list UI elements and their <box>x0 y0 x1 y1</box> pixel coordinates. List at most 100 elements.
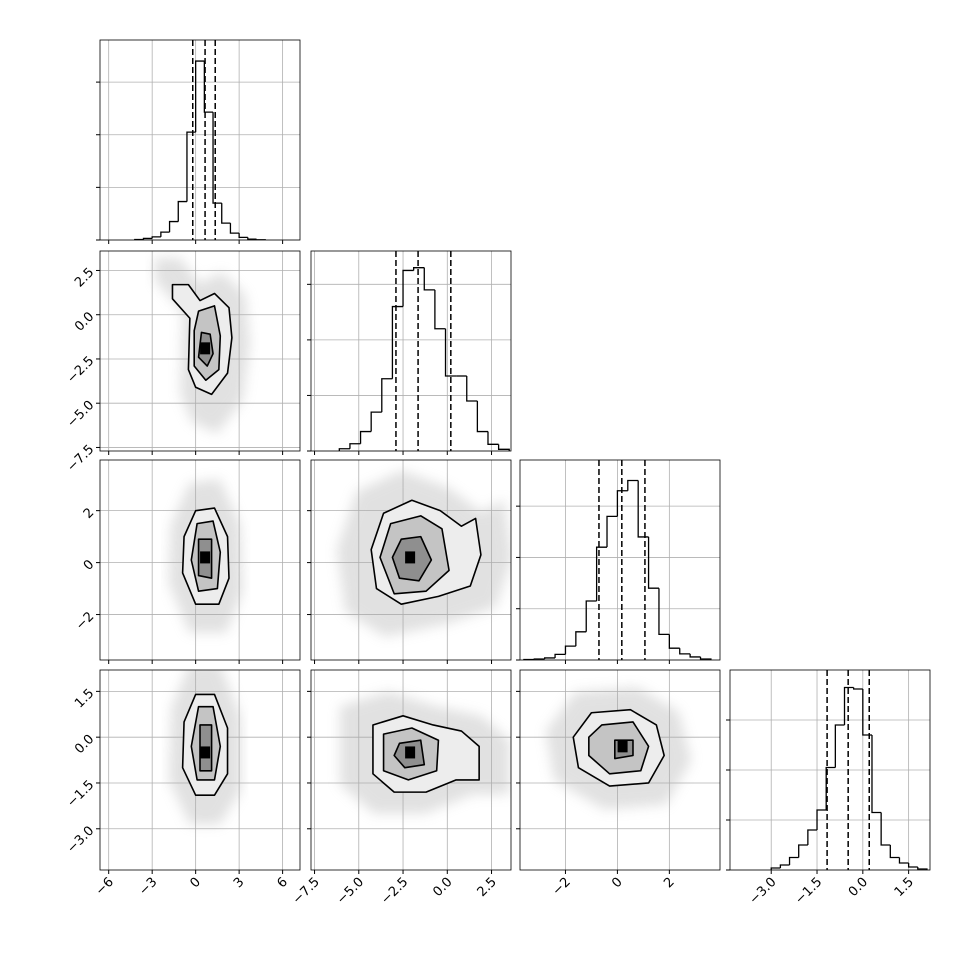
y-tick-label: −3.0 <box>64 823 97 856</box>
x-tick-label: 0 <box>187 875 203 891</box>
histogram-bin <box>168 220 179 233</box>
histogram-bin <box>151 236 161 239</box>
x-tick-label: −2 <box>550 875 574 899</box>
histogram-bin <box>816 809 827 830</box>
density-peak <box>405 746 416 759</box>
histogram-bin <box>606 515 618 548</box>
panel-frame <box>519 669 721 871</box>
histogram-bin <box>444 328 457 377</box>
y-tick-label: −2.5 <box>64 354 97 387</box>
density-peak <box>617 740 628 753</box>
density-peak <box>200 746 211 759</box>
x-tick-label: 2 <box>661 875 677 891</box>
histogram-bin <box>699 656 712 660</box>
density-peak <box>200 342 211 355</box>
histogram-bin <box>434 289 446 330</box>
histogram-bin <box>862 689 872 736</box>
x-tick-label: 3 <box>231 875 247 891</box>
histogram-bin <box>616 490 628 517</box>
histogram-bin <box>907 863 918 868</box>
y-tick-label: 0.0 <box>72 732 97 757</box>
histogram-bin <box>825 766 836 810</box>
histogram-bin <box>843 686 854 725</box>
histogram-bin <box>554 653 566 658</box>
histogram-bin <box>637 480 649 538</box>
panel-frame <box>99 250 301 452</box>
panel-plot-area <box>545 687 692 810</box>
histogram-bin <box>798 844 808 858</box>
histogram-bin <box>627 479 639 491</box>
histogram-bin <box>544 657 556 659</box>
panel-plot-area <box>523 460 712 660</box>
panel-frame <box>729 669 931 871</box>
histogram-bin <box>466 376 478 402</box>
histogram-bin <box>658 588 670 636</box>
y-tick-label: 1.5 <box>72 686 97 711</box>
histogram-bin <box>160 231 170 237</box>
histogram-bin <box>413 267 425 271</box>
histogram-bin <box>575 631 587 647</box>
histogram-bin <box>898 857 909 864</box>
y-tick-label: −7.5 <box>64 442 97 475</box>
panel-frame <box>310 250 512 452</box>
histogram-bin <box>229 223 240 234</box>
histogram-bin <box>177 200 187 222</box>
x-tick-label: −3.0 <box>747 875 780 908</box>
histogram-bin <box>689 653 701 658</box>
x-tick-label: 0.0 <box>846 875 871 900</box>
histogram-bin <box>807 829 818 845</box>
x-tick-label: −6 <box>93 875 117 899</box>
histogram-bin <box>834 724 845 768</box>
histogram-bin <box>338 448 350 451</box>
histogram-bin <box>349 443 361 449</box>
histogram-bin <box>668 634 680 649</box>
density-peak <box>405 551 416 564</box>
panel-frame <box>310 459 512 661</box>
histogram-bin <box>476 401 488 433</box>
histogram-bin <box>564 645 576 655</box>
histogram-bin <box>212 112 222 204</box>
y-tick-label: −2 <box>73 609 97 633</box>
x-tick-label: 1.5 <box>892 875 917 900</box>
panel-frame <box>99 669 301 871</box>
histogram-bin <box>186 131 196 202</box>
x-tick-label: −5.0 <box>334 875 367 908</box>
x-tick-label: 2.5 <box>475 875 500 900</box>
panel-plot-area <box>338 251 510 451</box>
histogram-bin <box>370 411 382 432</box>
histogram-bin <box>880 812 891 846</box>
x-tick-label: 0.0 <box>430 875 455 900</box>
histogram-bin <box>142 237 153 240</box>
x-tick-label: −1.5 <box>792 875 825 908</box>
histogram-bin <box>423 267 435 291</box>
x-tick-label: −7.5 <box>290 875 323 908</box>
y-tick-label: −1.5 <box>64 778 97 811</box>
density-peak <box>200 551 211 564</box>
panel-plot-area <box>340 691 510 814</box>
histogram-bin <box>247 237 257 240</box>
y-tick-label: 0.0 <box>72 309 97 334</box>
histogram-bin <box>917 867 928 870</box>
histogram-bin <box>221 203 231 224</box>
y-tick-label: 2.5 <box>72 265 97 290</box>
x-tick-label: 0 <box>609 875 625 891</box>
histogram-bin <box>788 856 799 865</box>
histogram-bin <box>647 536 659 589</box>
histogram-bin <box>679 648 691 655</box>
histogram-bin <box>853 687 863 690</box>
panel-plot-area <box>134 40 266 240</box>
panel-plot-area <box>154 257 250 434</box>
histogram-bin <box>889 845 900 859</box>
histogram-bin <box>402 269 414 307</box>
panel-frame <box>99 459 301 661</box>
x-tick-label: 6 <box>274 875 290 891</box>
histogram-bin <box>533 658 545 660</box>
histogram-bin <box>770 867 781 870</box>
histogram-bin <box>487 431 499 445</box>
y-tick-label: −5.0 <box>64 398 97 431</box>
panel-plot-area <box>168 479 243 633</box>
histogram-bin <box>497 444 510 451</box>
x-tick-label: −2.5 <box>378 875 411 908</box>
histogram-bin <box>381 378 393 413</box>
